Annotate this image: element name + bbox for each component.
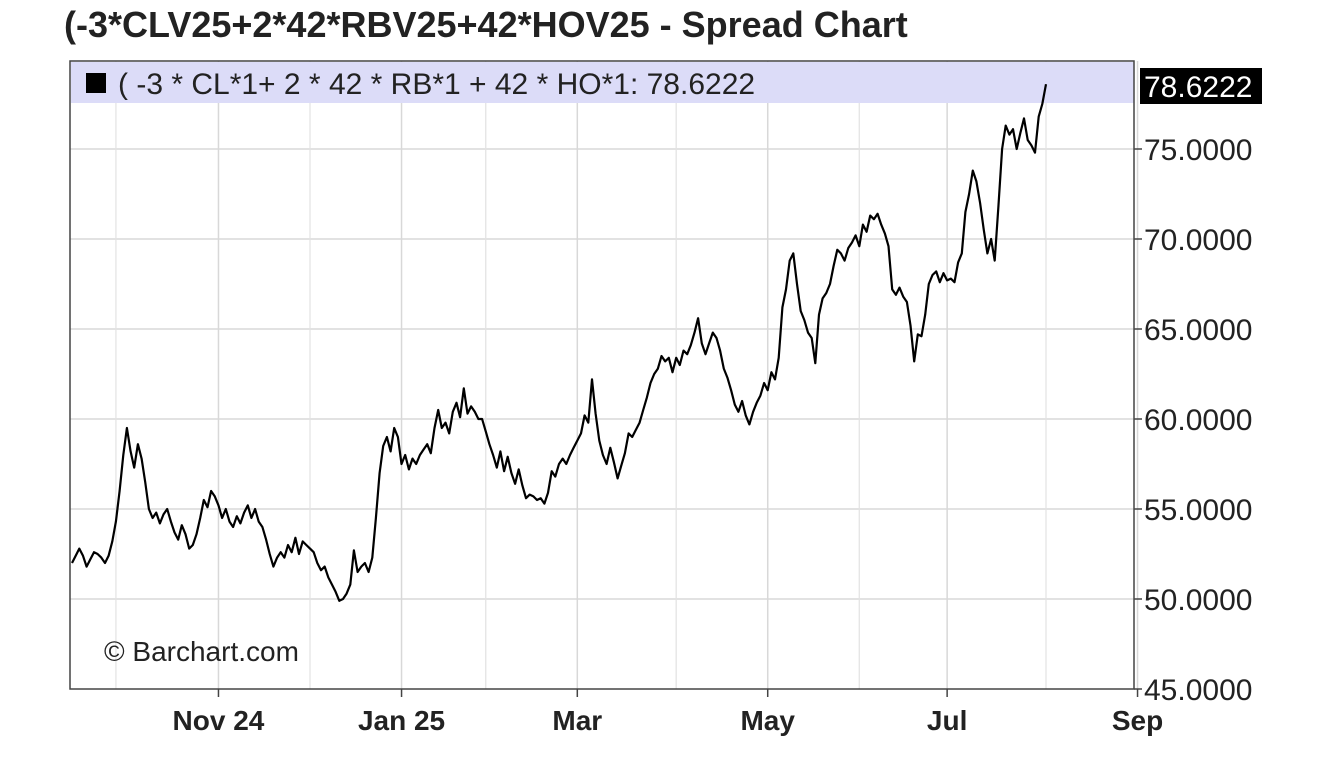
- y-tick-label: 70.0000: [1144, 224, 1252, 257]
- y-tick-label: 65.0000: [1144, 314, 1252, 347]
- y-tick-label: 60.0000: [1144, 404, 1252, 437]
- y-tick-label: 45.0000: [1144, 674, 1252, 707]
- plot-frame: [69, 60, 1135, 690]
- x-axis: Nov 24 Jan 25 Mar May Jul Sep: [173, 689, 1163, 736]
- x-tick-label: May: [740, 705, 795, 736]
- x-tick-label: Mar: [552, 705, 602, 736]
- y-tick-label: 50.0000: [1144, 584, 1252, 617]
- legend-swatch: [86, 73, 106, 93]
- last-value-label: 78.6222: [1144, 71, 1252, 104]
- x-tick-label: Nov 24: [173, 705, 265, 736]
- page-title: (-3*CLV25+2*42*RBV25+42*HOV25 - Spread C…: [64, 4, 908, 45]
- legend-label: ( -3 * CL*1+ 2 * 42 * RB*1 + 42 * HO*1: …: [118, 68, 755, 101]
- watermark: © Barchart.com: [104, 636, 299, 667]
- y-tick-label: 55.0000: [1144, 494, 1252, 527]
- grid: [70, 61, 1139, 689]
- x-tick-label: Jul: [927, 705, 967, 736]
- x-tick-label: Sep: [1112, 705, 1163, 736]
- legend-band: [71, 62, 1134, 103]
- series-line: [71, 83, 1048, 602]
- plot-area: [70, 61, 1134, 689]
- y-axis: 45.0000 50.0000 55.0000 60.0000 65.0000 70.00…: [1134, 134, 1252, 707]
- last-value-box: [1140, 68, 1262, 104]
- y-tick-label: 75.0000: [1144, 134, 1252, 167]
- x-tick-label: Jan 25: [358, 705, 445, 736]
